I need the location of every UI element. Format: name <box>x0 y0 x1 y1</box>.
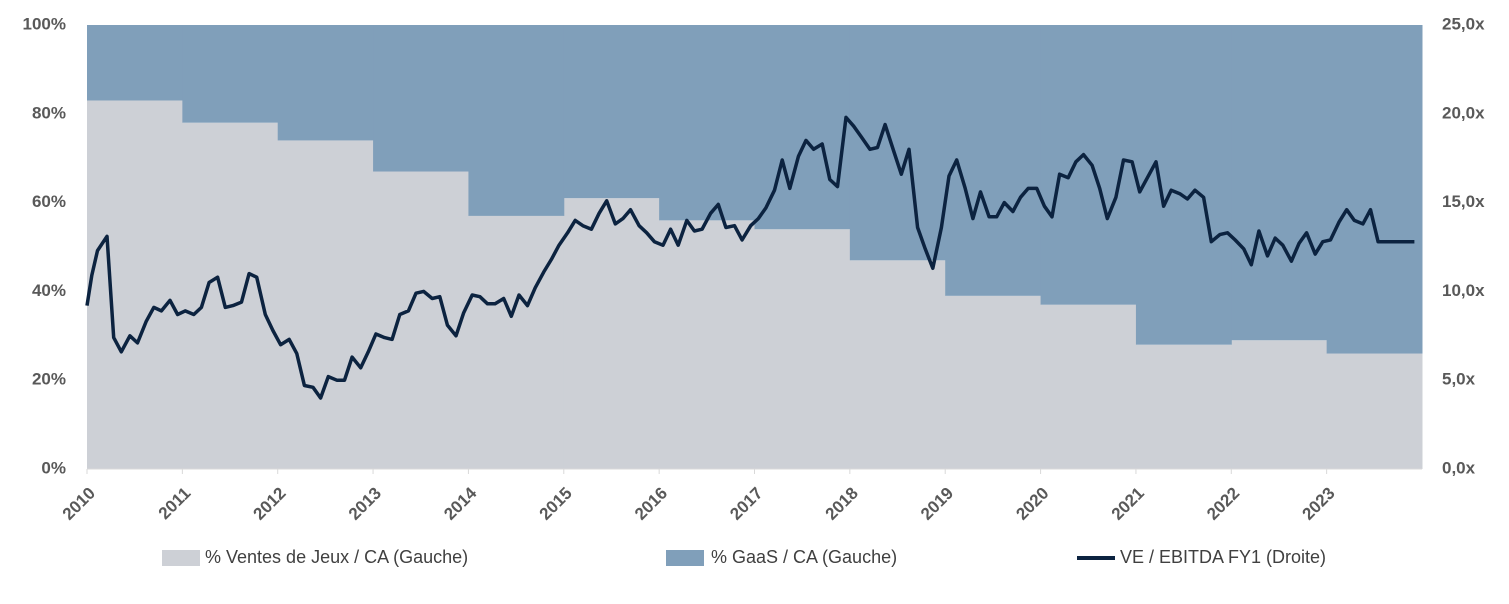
x-tick-label: 2023 <box>1298 484 1338 524</box>
y2-tick-label: 25,0x <box>1442 14 1485 33</box>
y2-tick-label: 20,0x <box>1442 103 1485 122</box>
legend-label: % Ventes de Jeux / CA (Gauche) <box>205 547 468 567</box>
legend-label: % GaaS / CA (Gauche) <box>711 547 897 567</box>
x-tick-label: 2013 <box>345 484 385 524</box>
legend-swatch <box>666 550 704 566</box>
x-tick-label: 2016 <box>631 484 671 524</box>
x-tick-label: 2017 <box>726 484 766 524</box>
x-tick-label: 2021 <box>1108 484 1148 524</box>
area-segment <box>1326 353 1423 469</box>
y2-tick-label: 15,0x <box>1442 192 1485 211</box>
area-segment <box>468 25 565 216</box>
x-tick-label: 2022 <box>1203 484 1243 524</box>
area-segment <box>277 25 374 141</box>
area-segment <box>87 25 183 101</box>
area-segment <box>373 171 469 469</box>
area-segment <box>849 260 946 469</box>
area-segment <box>182 122 279 470</box>
y-tick-label: 20% <box>32 370 66 389</box>
legend-label: VE / EBITDA FY1 (Droite) <box>1120 547 1326 567</box>
x-tick-label: 2012 <box>250 484 290 524</box>
area-segment <box>945 295 1042 469</box>
y2-tick-label: 5,0x <box>1442 370 1476 389</box>
area-segment <box>373 25 469 172</box>
x-tick-label: 2014 <box>440 483 481 524</box>
x-tick-label: 2019 <box>917 484 957 524</box>
area-segment <box>1231 25 1328 341</box>
legend-swatch <box>162 550 200 566</box>
x-tick-label: 2011 <box>155 484 195 524</box>
y-tick-label: 100% <box>23 14 66 33</box>
y-tick-label: 80% <box>32 103 66 122</box>
area-segment <box>182 25 279 123</box>
y2-tick-label: 0,0x <box>1442 458 1476 477</box>
area-segment <box>563 25 660 199</box>
x-tick-label: 2015 <box>536 484 576 524</box>
area-segment <box>659 25 755 221</box>
y-tick-label: 40% <box>32 281 66 300</box>
x-tick-label: 2010 <box>59 484 99 524</box>
area-segment <box>754 229 851 469</box>
line <box>85 115 1415 400</box>
x-tick-label: 2020 <box>1012 484 1052 524</box>
area-segment <box>1135 25 1232 345</box>
area-segment <box>945 25 1042 296</box>
area-segment <box>659 220 755 469</box>
area-segment <box>1040 25 1137 305</box>
x-tick-label: 2018 <box>822 484 862 524</box>
y-tick-label: 0% <box>41 458 66 477</box>
y2-tick-label: 10,0x <box>1442 281 1485 300</box>
area-segment <box>1135 344 1232 469</box>
area-segment <box>87 100 183 469</box>
area-segment <box>1040 304 1137 469</box>
area-segment <box>1231 340 1328 469</box>
area-segment <box>277 140 374 469</box>
area-segment <box>468 215 565 469</box>
area-segment <box>1326 25 1423 354</box>
y-tick-label: 60% <box>32 192 66 211</box>
area-segment <box>563 198 660 469</box>
